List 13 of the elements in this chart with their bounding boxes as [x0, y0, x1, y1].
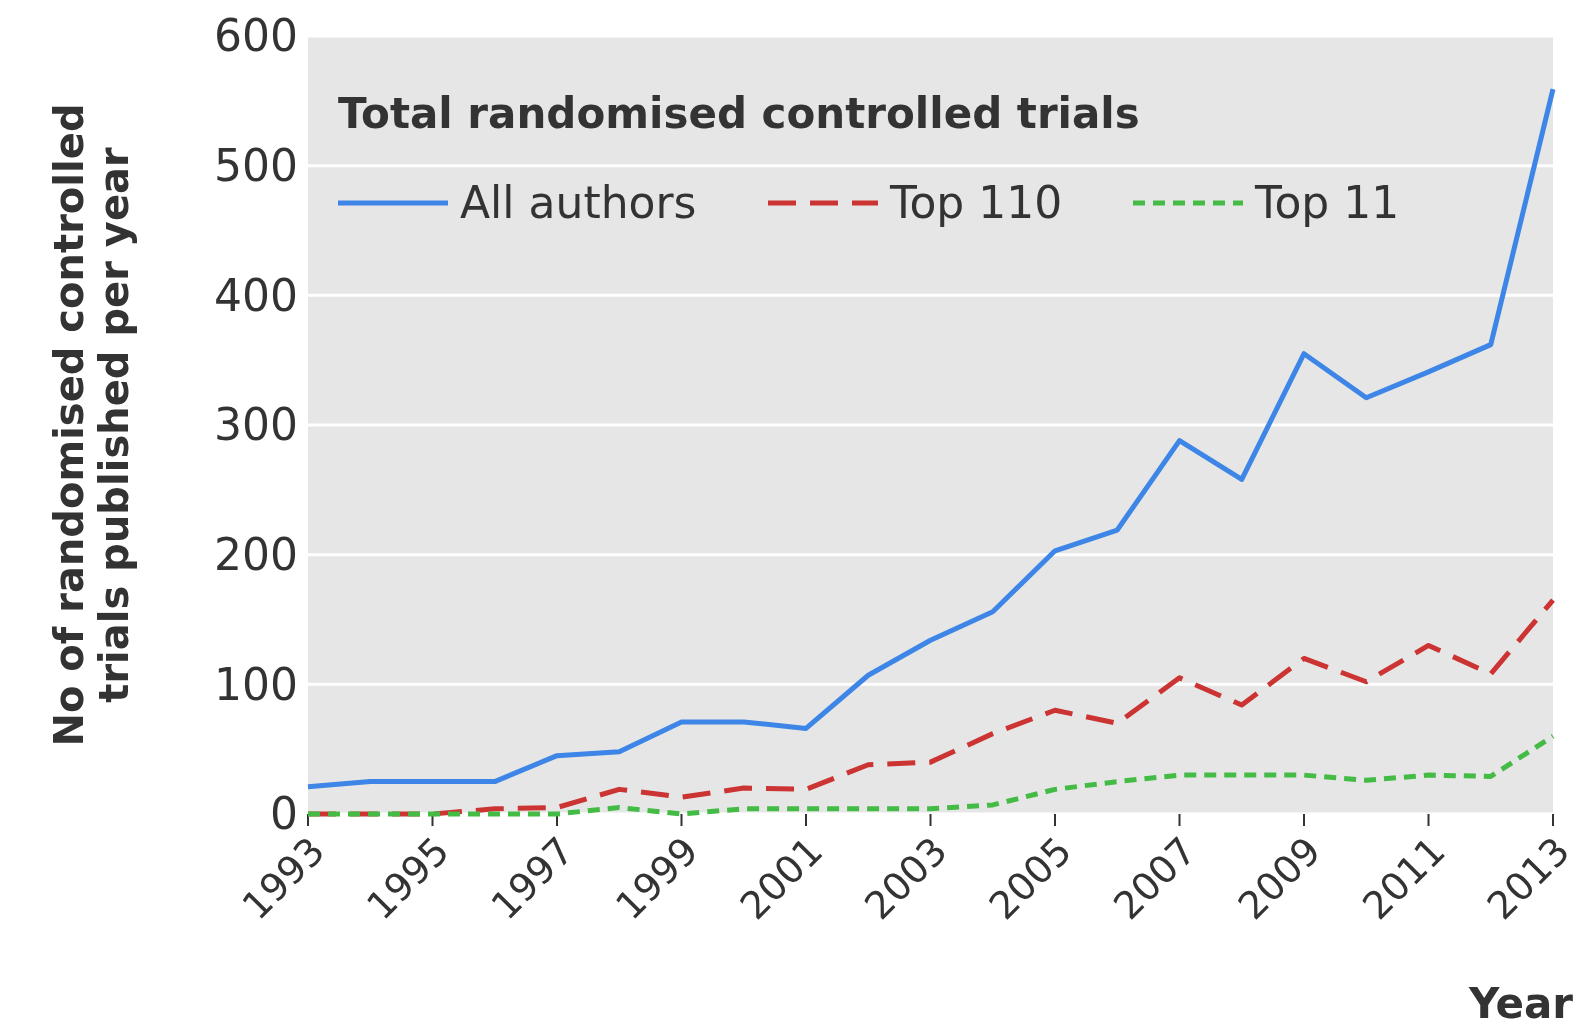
legend-label: Top 11 [1254, 177, 1400, 229]
y-tick-label: 0 [270, 788, 298, 840]
y-axis-title: No of randomised controlled trials published per year [46, 103, 137, 747]
y-tick-label: 200 [214, 529, 298, 581]
y-tick-label: 100 [214, 658, 298, 710]
y-tick-label: 400 [214, 269, 298, 321]
y-tick-label: 500 [214, 140, 298, 192]
y-tick-label: 300 [214, 399, 298, 451]
x-axis-title: Year [1467, 979, 1574, 1028]
legend-title: Total randomised controlled trials [338, 89, 1140, 138]
legend-label: Top 110 [889, 177, 1063, 229]
legend-label: All authors [460, 177, 697, 229]
y-tick-label: 600 [214, 10, 298, 62]
